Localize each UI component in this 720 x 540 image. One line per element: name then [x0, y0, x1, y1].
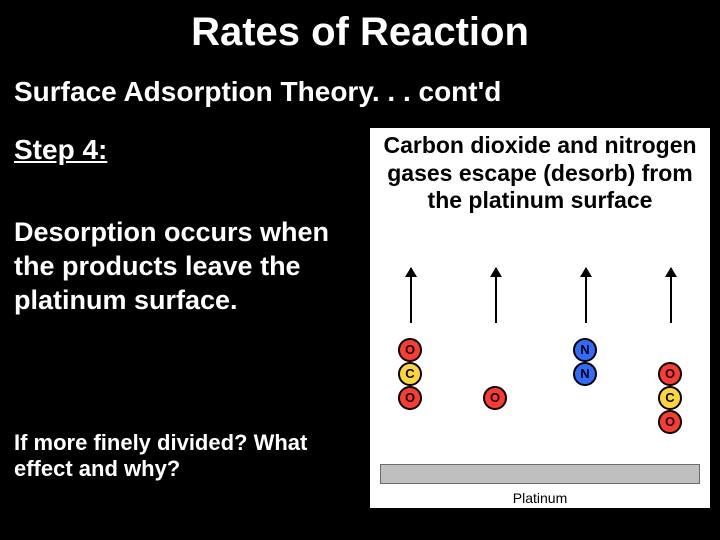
atom-o: O [398, 338, 422, 362]
desorb-arrow [495, 268, 497, 323]
diagram-caption: Carbon dioxide and nitrogen gases escape… [370, 128, 710, 215]
atom-o: O [398, 386, 422, 410]
body-text: Desorption occurs when the products leav… [14, 216, 334, 317]
platinum-surface [380, 464, 700, 484]
diagram-panel: Carbon dioxide and nitrogen gases escape… [370, 128, 710, 508]
step-label: Step 4: [14, 134, 107, 166]
atom-o: O [658, 362, 682, 386]
atom-o: O [483, 386, 507, 410]
slide: Rates of Reaction Surface Adsorption The… [0, 0, 720, 540]
atom-o: O [658, 410, 682, 434]
surface-label: Platinum [370, 490, 710, 506]
slide-title: Rates of Reaction [0, 10, 720, 55]
desorb-arrow [585, 268, 587, 323]
desorb-arrow [670, 268, 672, 323]
atom-c: C [398, 362, 422, 386]
atom-n: N [573, 338, 597, 362]
desorb-arrow [410, 268, 412, 323]
bottom-question: If more finely divided? What effect and … [14, 430, 354, 483]
diagram-canvas: Platinum OCOONNOCO [370, 258, 710, 508]
atom-n: N [573, 362, 597, 386]
atom-c: C [658, 386, 682, 410]
slide-subtitle: Surface Adsorption Theory. . . cont'd [14, 76, 501, 108]
